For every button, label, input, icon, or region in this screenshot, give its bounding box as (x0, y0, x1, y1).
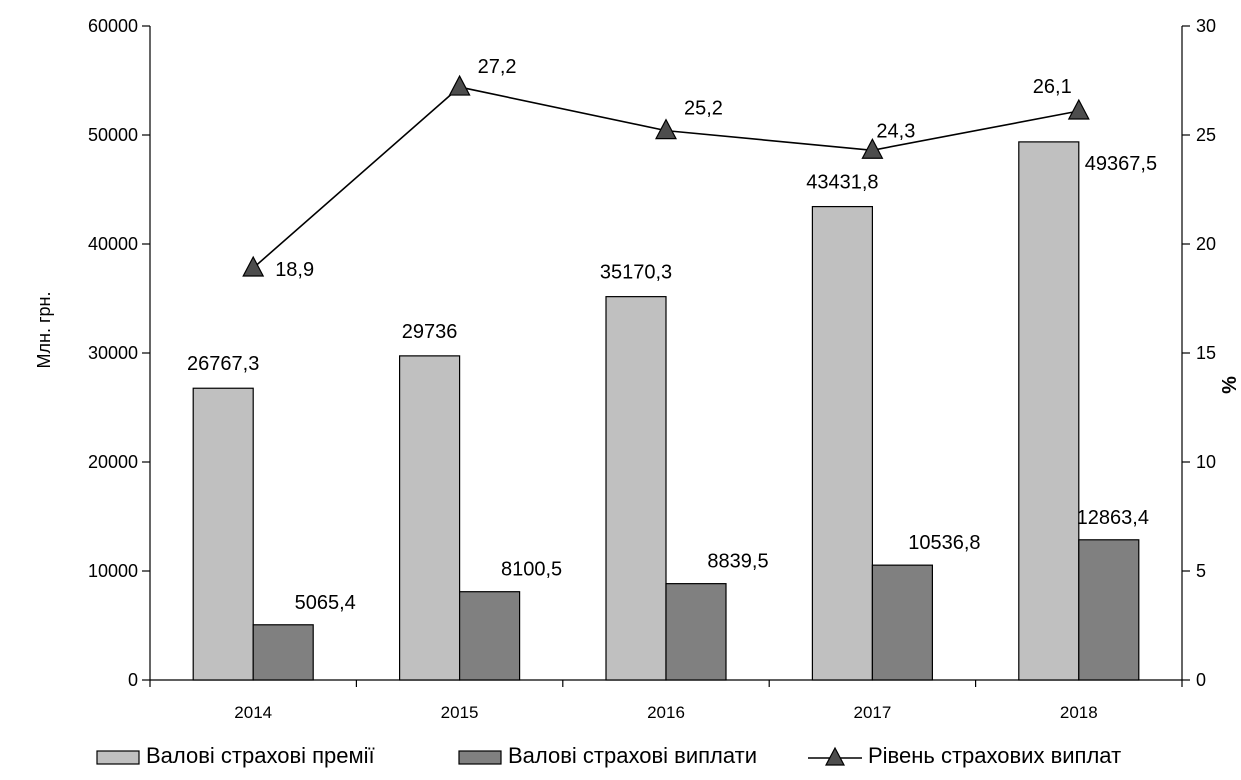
y-right-tick-label: 25 (1196, 125, 1216, 145)
data-label-payouts: 5065,4 (295, 592, 356, 614)
line-series (242, 74, 1090, 277)
data-label-premiums: 43431,8 (806, 172, 878, 194)
legend-label-level: Рівень страхових виплат (868, 743, 1121, 768)
bar-premiums (811, 205, 874, 681)
data-label-premiums: 26767,3 (187, 353, 259, 375)
x-tick-label: 2016 (647, 703, 685, 722)
y-left-tick-label: 60000 (88, 16, 138, 36)
y-left-tick-label: 20000 (88, 452, 138, 472)
legend: Валові страхові премії Валові страхові ви… (96, 743, 1121, 768)
y-left-tick-label: 10000 (88, 561, 138, 581)
line-point-marker (448, 74, 471, 96)
data-labels: 26767,3 5065,4 29736 8100,5 35170,3 8839,5 434… (187, 56, 1157, 614)
data-label-level: 27,2 (478, 56, 517, 78)
data-label-level: 24,3 (876, 120, 915, 142)
legend-swatch-premiums (96, 750, 140, 765)
line-point-marker (1067, 98, 1090, 120)
y-right-tick-label: 30 (1196, 16, 1216, 36)
data-label-payouts: 8839,5 (707, 551, 768, 573)
line-point-marker (242, 255, 265, 277)
y-left-tick-label: 40000 (88, 234, 138, 254)
legend-label-payouts: Валові страхові виплати (508, 743, 757, 768)
y-right-tick-label: 5 (1196, 561, 1206, 581)
data-label-payouts: 8100,5 (501, 559, 562, 581)
data-label-premiums: 49367,5 (1085, 153, 1157, 175)
x-tick-label: 2018 (1060, 703, 1098, 722)
axes: 0 10000 20000 30000 40000 50000 60000 0 5 10 15 20 2… (88, 16, 1216, 722)
bar-premiums (399, 355, 461, 681)
y-left-tick-label: 50000 (88, 125, 138, 145)
y-right-tick-label: 20 (1196, 234, 1216, 254)
y-right-tick-label: 0 (1196, 670, 1206, 690)
legend-swatch-payouts (458, 750, 502, 765)
bar-payouts (665, 583, 727, 681)
data-label-premiums: 29736 (402, 321, 458, 343)
line-point-marker (861, 137, 884, 159)
x-tick-label: 2014 (234, 703, 272, 722)
data-label-payouts: 12863,4 (1077, 507, 1149, 529)
y-axis-left-title: Млн. грн. (34, 292, 54, 369)
y-right-tick-label: 10 (1196, 452, 1216, 472)
line-point-marker (655, 118, 677, 140)
y-left-tick-label: 30000 (88, 343, 138, 363)
x-tick-label: 2017 (853, 703, 891, 722)
bar-premiums (1018, 141, 1080, 681)
bar-premiums (192, 387, 254, 681)
line-rivеn-viplat-path (252, 86, 1079, 269)
bars (192, 141, 1140, 681)
x-tick-label: 2015 (441, 703, 479, 722)
bar-payouts (459, 591, 521, 681)
data-label-level: 26,1 (1033, 76, 1072, 98)
data-label-level: 25,2 (684, 98, 723, 120)
y-right-tick-label: 15 (1196, 343, 1216, 363)
y-left-tick-label: 0 (128, 670, 138, 690)
data-label-payouts: 10536,8 (908, 532, 980, 554)
bar-payouts (252, 624, 314, 681)
bar-payouts (871, 564, 934, 681)
legend-label-premiums: Валові страхові премії (146, 743, 375, 768)
legend-triangle-icon (825, 746, 845, 766)
bar-premiums (605, 296, 667, 681)
bar-payouts (1078, 539, 1140, 681)
data-label-premiums: 35170,3 (600, 262, 672, 284)
y-axis-right-title: % (1219, 376, 1241, 394)
data-label-level: 18,9 (275, 259, 314, 281)
